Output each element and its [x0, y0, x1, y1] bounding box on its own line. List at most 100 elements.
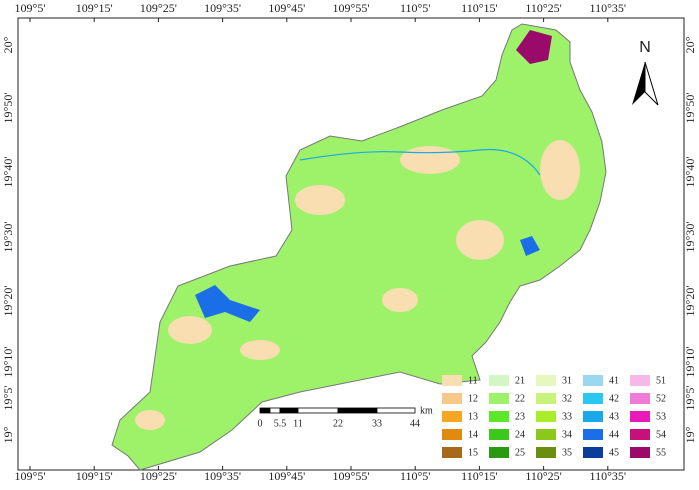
reservoir [195, 285, 260, 322]
legend-swatch [536, 393, 556, 404]
scale-unit: km [420, 405, 433, 416]
region [111, 23, 607, 471]
lake [520, 236, 540, 256]
legend-label: 12 [468, 393, 478, 404]
lat-label: 19°50' [1, 93, 15, 124]
legend-label: 44 [609, 429, 619, 440]
lon-label: 109°25' [140, 469, 177, 483]
lon-label: 109°25' [140, 1, 177, 15]
lon-label: 109°45' [268, 469, 305, 483]
legend-swatch [630, 447, 650, 458]
legend-label: 21 [515, 375, 525, 386]
lon-label: 109°5' [15, 469, 46, 483]
legend-label: 43 [609, 411, 619, 422]
lat-label: 20° [1, 36, 15, 53]
scale-label: 44 [410, 418, 420, 429]
scale-label: 11 [293, 418, 303, 429]
legend-label: 53 [656, 411, 666, 422]
legend-label: 22 [515, 393, 525, 404]
lon-label: 109°55' [333, 469, 370, 483]
legend-label: 24 [515, 429, 525, 440]
legend-label: 15 [468, 447, 478, 458]
legend-swatch [583, 411, 603, 422]
legend-label: 42 [609, 393, 619, 404]
legend-swatch [442, 393, 462, 404]
lat-label: 19°10' [683, 347, 697, 378]
legend-swatch [630, 375, 650, 386]
lon-label: 109°15' [76, 469, 113, 483]
legend-swatch [489, 411, 509, 422]
legend-label: 11 [468, 375, 478, 386]
legend-label: 23 [515, 411, 525, 422]
legend-swatch [630, 393, 650, 404]
scale-label: 22 [333, 418, 343, 429]
lon-label: 110°35' [590, 1, 627, 15]
legend-swatch [583, 393, 603, 404]
lat-label: 19°40' [1, 157, 15, 188]
scale-label: 33 [372, 418, 382, 429]
lon-label: 109°55' [333, 1, 370, 15]
lat-label: 19°20' [1, 286, 15, 317]
lat-label: 19°5' [1, 386, 15, 411]
legend-swatch [583, 447, 603, 458]
lat-label: 19°40' [683, 157, 697, 188]
legend-label: 31 [562, 375, 572, 386]
legend-label: 45 [609, 447, 619, 458]
legend-swatch [442, 447, 462, 458]
lon-label: 109°45' [268, 1, 305, 15]
lon-label: 109°35' [204, 469, 241, 483]
legend-swatch [536, 375, 556, 386]
lat-label: 19° [1, 426, 15, 443]
scale-segment [259, 407, 271, 414]
lon-label: 109°15' [76, 1, 113, 15]
legend-swatch [536, 429, 556, 440]
legend-swatch [442, 411, 462, 422]
scale-segment [337, 407, 378, 414]
legend-label: 34 [562, 429, 572, 440]
legend: 11 12 13 14 15 21 22 23 24 25 31 32 33 34 35 41 42 43 44 45… [442, 375, 666, 458]
urban-area [516, 30, 552, 64]
legend-label: 55 [656, 447, 666, 458]
river [299, 148, 541, 176]
legend-swatch [536, 447, 556, 458]
legend-label: 41 [609, 375, 619, 386]
lon-label: 110°15' [461, 1, 498, 15]
scale-label: 5.5 [274, 418, 287, 429]
legend-label: 51 [656, 375, 666, 386]
lon-label: 110°5' [400, 469, 431, 483]
scale-segment [297, 407, 339, 414]
lat-label: 19°5' [683, 386, 697, 411]
lon-label: 110°25' [525, 469, 562, 483]
north-label: N [639, 39, 651, 56]
lat-label: 20° [683, 36, 697, 53]
legend-swatch [583, 375, 603, 386]
legend-swatch [442, 375, 462, 386]
legend-swatch [442, 429, 462, 440]
lon-label: 109°5' [15, 1, 46, 15]
legend-label: 13 [468, 411, 478, 422]
lat-label: 19°50' [683, 93, 697, 124]
lat-label: 19°30' [683, 222, 697, 253]
lon-label: 110°15' [461, 469, 498, 483]
legend-label: 52 [656, 393, 666, 404]
scale-segment [269, 407, 281, 414]
lon-label: 110°5' [400, 1, 431, 15]
legend-label: 54 [656, 429, 666, 440]
lat-label: 19° [683, 426, 697, 443]
legend-swatch [630, 411, 650, 422]
scale-segment [279, 407, 299, 414]
legend-label: 33 [562, 411, 572, 422]
lon-label: 110°25' [525, 1, 562, 15]
legend-swatch [630, 429, 650, 440]
lon-label: 109°35' [204, 1, 241, 15]
scale-segment [376, 407, 416, 414]
legend-label: 35 [562, 447, 572, 458]
north-arrow [632, 61, 659, 106]
scale-label: 0 [258, 418, 263, 429]
legend-swatch [583, 429, 603, 440]
lat-label: 19°30' [1, 222, 15, 253]
legend-label: 32 [562, 393, 572, 404]
legend-swatch [489, 393, 509, 404]
lat-label: 19°20' [683, 286, 697, 317]
